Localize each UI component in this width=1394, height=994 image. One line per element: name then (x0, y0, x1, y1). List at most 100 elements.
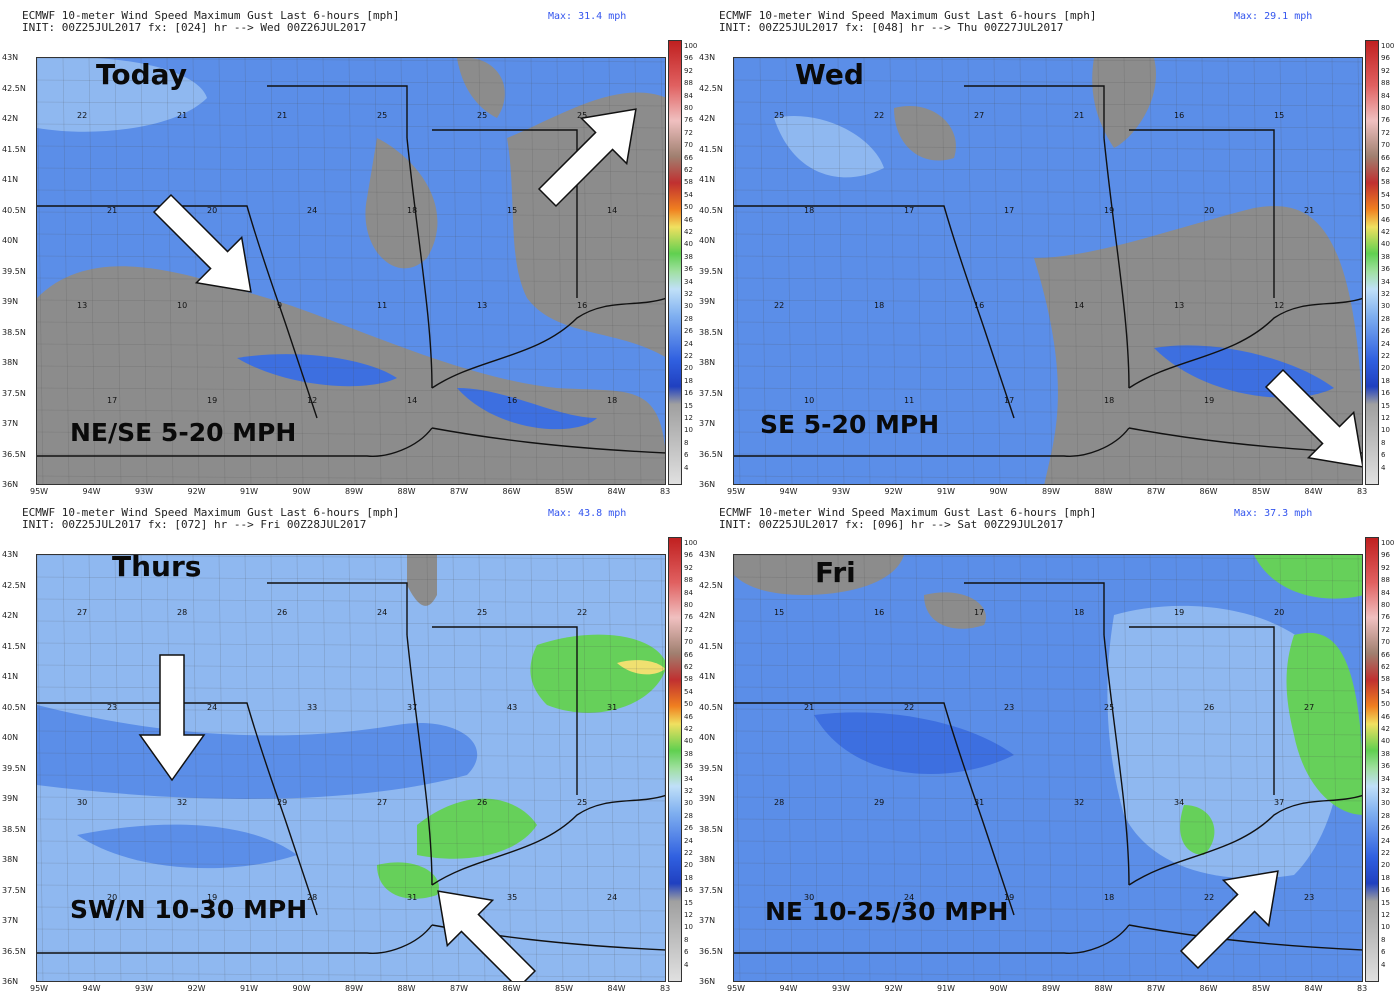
county-line (734, 167, 1362, 173)
county-line (608, 555, 616, 981)
state-border (964, 85, 1105, 138)
wind-direction-arrow (437, 890, 537, 981)
colorbar-label: 10 (1381, 426, 1390, 435)
wind-speed-annotation: SE 5-20 MPH (760, 410, 940, 439)
colorbar-label: 34 (1381, 277, 1390, 286)
county-line (1123, 58, 1131, 484)
gust-value: 24 (377, 608, 387, 617)
county-line (811, 555, 819, 981)
county-line (734, 387, 1362, 393)
county-line (734, 555, 1362, 560)
longitude-label: 85W (1252, 984, 1271, 993)
wind-speed-region (894, 106, 956, 161)
county-line (889, 58, 897, 484)
county-line (1045, 58, 1053, 484)
longitude-label: 84W (607, 487, 626, 496)
latitude-label: 41.5N (2, 641, 26, 651)
county-line (37, 321, 665, 327)
longitude-label: 86W (502, 984, 521, 993)
panel-fri: ECMWF 10-meter Wind Speed Maximum Gust L… (697, 497, 1394, 994)
county-line (37, 906, 665, 912)
county-line (270, 58, 278, 484)
county-line (734, 862, 1362, 868)
gust-value: 24 (207, 703, 217, 712)
colorbar-label: 66 (684, 650, 693, 659)
gust-value: 19 (207, 396, 217, 405)
latitude-label: 38.5N (2, 824, 26, 834)
colorbar-label: 4 (1381, 960, 1386, 969)
gust-value: 26 (277, 608, 287, 617)
header-title: ECMWF 10-meter Wind Speed Maximum Gust L… (22, 506, 400, 519)
county-line (37, 884, 665, 890)
header-title: ECMWF 10-meter Wind Speed Maximum Gust L… (719, 506, 1097, 519)
wind-direction-arrow (138, 654, 206, 782)
gust-value: 25 (774, 111, 784, 120)
gust-value: 21 (277, 111, 287, 120)
colorbar-label: 16 (1381, 389, 1390, 398)
county-line (837, 555, 845, 981)
colorbar-label: 26 (684, 327, 693, 336)
county-line (37, 365, 665, 371)
county-line (62, 555, 70, 981)
gust-value: 21 (107, 206, 117, 215)
colorbar-label: 62 (684, 166, 693, 174)
latitude-label: 36.5N (2, 449, 26, 459)
longitude-label: 93W (832, 487, 851, 496)
colorbar-label: 6 (684, 948, 689, 957)
longitude-label: 89W (1042, 487, 1061, 496)
latitude-label: 36N (2, 977, 19, 986)
colorbar-label: 16 (1381, 886, 1390, 895)
longitude-label: 91W (240, 984, 259, 993)
wind-speed-region (617, 660, 665, 675)
county-line (426, 58, 434, 484)
colorbar-label: 32 (1381, 290, 1390, 298)
county-line (37, 708, 665, 714)
state-border (406, 634, 433, 886)
gust-value: 24 (904, 893, 914, 902)
county-line (296, 58, 304, 484)
wind-speed-region (530, 634, 665, 713)
colorbar-label: 32 (1381, 787, 1390, 795)
gust-value: 18 (607, 396, 617, 405)
colorbar-label: 66 (1381, 153, 1390, 162)
longitude-label: 90W (292, 487, 311, 496)
county-line (374, 555, 382, 981)
latitude-label: 38.5N (699, 824, 723, 834)
county-line (734, 58, 1362, 63)
state-border (267, 85, 408, 138)
county-line (660, 58, 665, 365)
longitude-label: 89W (345, 487, 364, 496)
colorbar-label: 6 (684, 451, 689, 460)
gust-value: 30 (77, 798, 87, 807)
latitude-label: 37N (2, 419, 19, 428)
gust-value: 32 (1074, 798, 1084, 807)
gust-value: 25 (477, 111, 487, 120)
gust-value: 29 (277, 798, 287, 807)
latitude-label: 40N (699, 733, 716, 742)
latitude-label: 43N (699, 53, 716, 62)
county-line (734, 752, 1362, 758)
gust-value: 23 (1304, 893, 1314, 902)
day-label: Wed (795, 58, 864, 91)
gust-value: 18 (1104, 893, 1114, 902)
header-title: ECMWF 10-meter Wind Speed Maximum Gust L… (719, 9, 1097, 22)
gust-value: 22 (904, 703, 914, 712)
county-line (37, 928, 665, 934)
county-line (322, 555, 330, 981)
gust-value: 33 (307, 703, 317, 712)
longitude-label: 90W (989, 984, 1008, 993)
latitude-label: 42.5N (2, 580, 26, 590)
colorbar-label: 70 (1381, 638, 1390, 647)
wind-speed-region (457, 58, 505, 118)
county-line (37, 79, 665, 85)
latitude-label: 40N (2, 733, 19, 742)
colorbar-label: 18 (684, 873, 693, 882)
county-line (1019, 555, 1027, 981)
gust-value: 23 (107, 703, 117, 712)
gust-value: 18 (874, 301, 884, 310)
county-line (37, 796, 665, 802)
colorbar-label: 30 (684, 302, 693, 311)
county-line (88, 555, 96, 981)
colorbar (1365, 537, 1379, 982)
county-line (1331, 58, 1339, 484)
